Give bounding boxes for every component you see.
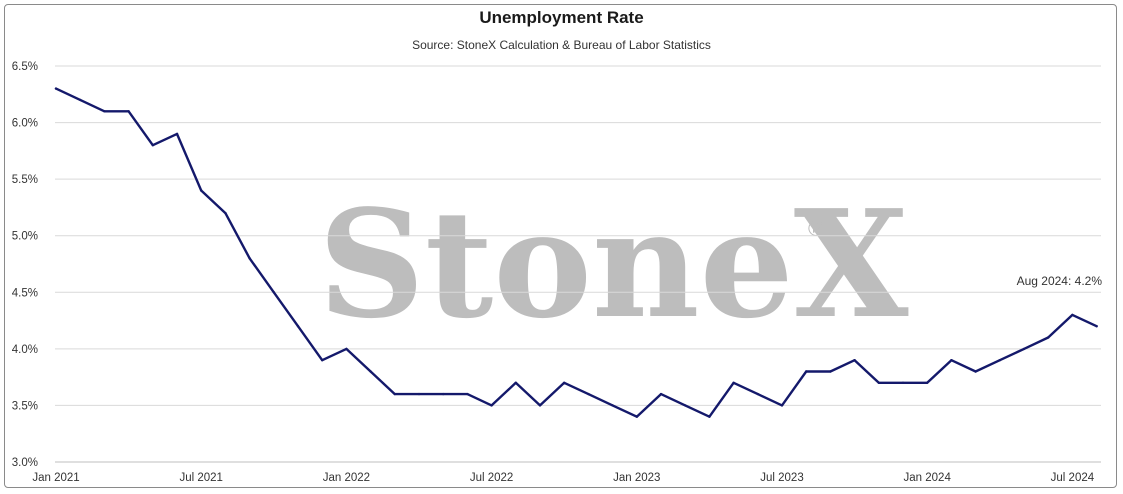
series-group (54, 87, 1098, 418)
x-tick-label: Jul 2022 (470, 472, 513, 484)
x-tick-label: Jan 2022 (323, 472, 370, 484)
data-point (1022, 347, 1026, 351)
y-tick-label: 4.0% (12, 344, 38, 356)
chart-subtitle: Source: StoneX Calculation & Bureau of L… (412, 38, 711, 52)
data-point (490, 404, 493, 407)
y-tick-label: 6.0% (12, 118, 38, 130)
annotations: Aug 2024: 4.2% (1017, 274, 1103, 288)
data-point (296, 325, 300, 328)
data-point (998, 359, 1001, 362)
data-point (877, 381, 880, 384)
gridlines (55, 65, 1101, 463)
data-point (1095, 325, 1098, 328)
x-tick-label: Jan 2024 (904, 472, 952, 484)
watermark: StoneX ® (318, 177, 909, 351)
x-tick-label: Jan 2021 (32, 472, 79, 484)
y-tick-label: 3.0% (12, 457, 38, 469)
data-point (974, 370, 977, 373)
data-point (732, 381, 735, 384)
data-point (805, 370, 808, 373)
series-line (54, 87, 1098, 418)
data-point (79, 98, 82, 102)
data-point (369, 370, 372, 373)
y-tick-label: 3.5% (12, 400, 38, 412)
data-point (321, 359, 324, 362)
data-point (514, 381, 517, 384)
data-point (200, 189, 203, 192)
data-point (466, 392, 469, 396)
data-point (224, 211, 227, 215)
data-point (442, 392, 445, 396)
y-tick-label: 4.5% (12, 287, 38, 299)
data-point (563, 381, 566, 384)
data-point (829, 370, 832, 373)
data-point (611, 404, 614, 407)
data-point (1047, 336, 1050, 339)
y-tick-label: 6.5% (12, 61, 38, 73)
x-tick-label: Jul 2021 (179, 472, 222, 484)
data-point (54, 87, 58, 90)
watermark-registered-mark: ® (808, 216, 824, 241)
x-axis: Jan 2021 Jul 2021 Jan 2022 Jul 2022 Jan 2023… (32, 472, 1094, 484)
data-point (587, 392, 590, 396)
chart-frame (4, 4, 1117, 488)
data-point (272, 291, 275, 294)
y-axis: 3.0% 3.5% 4.0% 4.5% 5.0% 5.5% 6.0% 6.5% (12, 61, 38, 469)
x-tick-label: Jul 2023 (760, 472, 803, 484)
data-point (926, 381, 929, 384)
data-point (756, 392, 759, 396)
data-point (708, 415, 711, 418)
chart-title: Unemployment Rate (479, 8, 644, 27)
data-point (151, 144, 154, 147)
data-point (538, 404, 542, 407)
annotation-label: Aug 2024: 4.2% (1017, 274, 1103, 288)
data-point (950, 359, 953, 362)
data-point (659, 392, 663, 396)
data-point (103, 110, 106, 113)
data-point (901, 381, 905, 384)
data-point (248, 257, 251, 260)
x-tick-label: Jan 2023 (613, 472, 660, 484)
data-point (175, 132, 179, 136)
data-point (853, 359, 856, 362)
y-tick-label: 5.5% (12, 174, 38, 186)
y-tick-label: 5.0% (12, 231, 38, 243)
data-point (684, 404, 687, 407)
data-point (780, 404, 784, 407)
data-point (635, 415, 638, 418)
data-point (345, 347, 348, 351)
watermark-logo-text: StoneX (318, 177, 909, 351)
data-point (1071, 313, 1074, 317)
x-tick-label: Jul 2024 (1051, 472, 1095, 484)
data-point (393, 392, 396, 396)
data-point (127, 110, 130, 113)
data-point (417, 392, 421, 396)
